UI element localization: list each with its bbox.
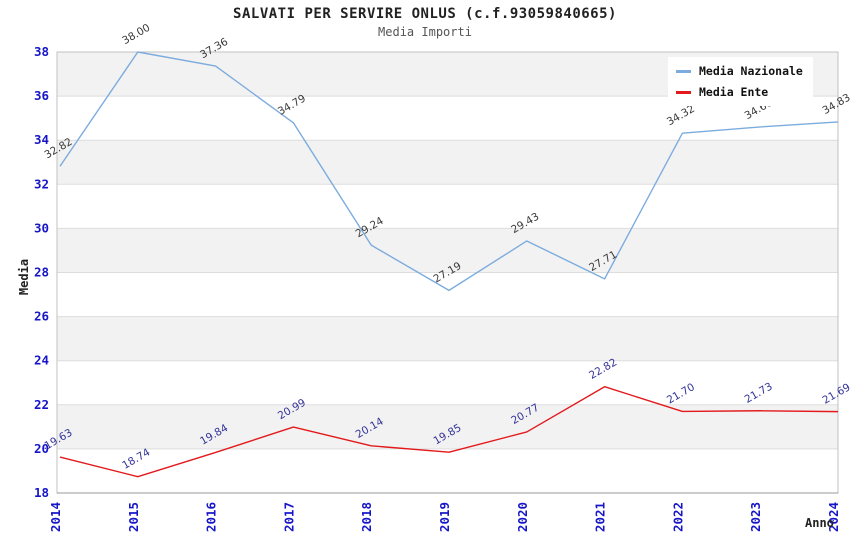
svg-text:38: 38 — [34, 44, 49, 59]
svg-text:2015: 2015 — [126, 502, 141, 532]
svg-text:18: 18 — [34, 485, 49, 500]
chart-title: SALVATI PER SERVIRE ONLUS (c.f.930598406… — [233, 6, 617, 22]
svg-text:2022: 2022 — [670, 502, 685, 532]
y-axis-title: Media — [17, 258, 31, 296]
svg-text:2018: 2018 — [359, 502, 374, 532]
svg-text:22: 22 — [34, 397, 49, 412]
svg-text:24: 24 — [34, 353, 49, 368]
svg-text:2016: 2016 — [204, 502, 219, 532]
legend: Media Nazionale Media Ente — [668, 57, 813, 106]
svg-text:28: 28 — [34, 265, 49, 280]
svg-text:36: 36 — [34, 88, 49, 103]
line-swatch-icon — [676, 69, 691, 73]
svg-text:2023: 2023 — [748, 502, 763, 532]
svg-text:2017: 2017 — [281, 502, 296, 532]
legend-label: Media Ente — [699, 85, 769, 99]
svg-text:34: 34 — [34, 132, 49, 147]
svg-text:2014: 2014 — [48, 502, 63, 532]
chart-subtitle: Media Importi — [378, 25, 472, 39]
svg-text:2019: 2019 — [437, 502, 452, 532]
svg-text:2024: 2024 — [826, 502, 841, 532]
svg-text:26: 26 — [34, 309, 49, 324]
line-swatch-icon — [676, 90, 691, 94]
svg-text:32: 32 — [34, 176, 49, 191]
svg-text:2020: 2020 — [515, 502, 530, 532]
legend-item-media-nazionale: Media Nazionale — [676, 64, 803, 78]
x-axis-title: Anno — [805, 516, 834, 530]
legend-item-media-ente: Media Ente — [676, 85, 803, 99]
legend-label: Media Nazionale — [699, 64, 803, 78]
svg-text:2021: 2021 — [593, 502, 608, 532]
svg-text:30: 30 — [34, 220, 49, 235]
svg-text:20: 20 — [34, 441, 49, 456]
